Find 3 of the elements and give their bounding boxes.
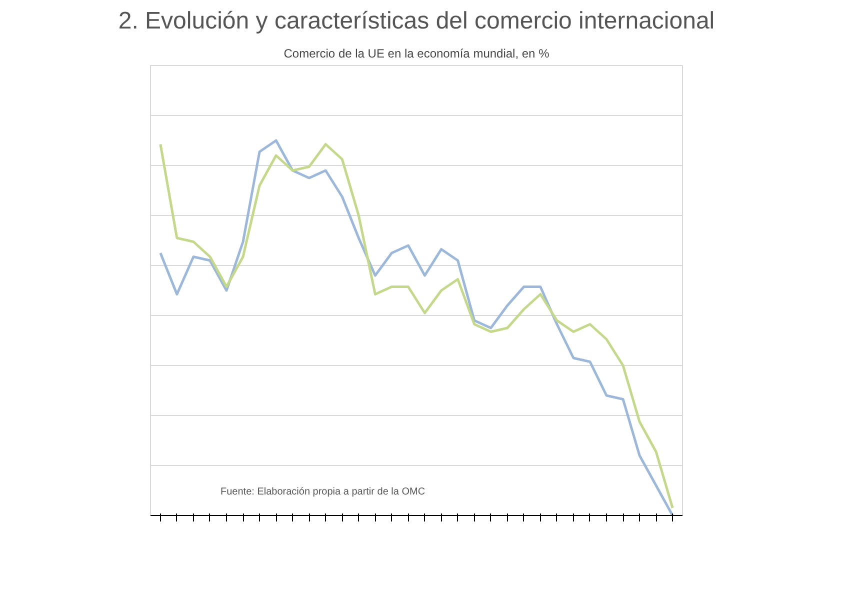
- chart-subtitle: Comercio de la UE en la economía mundial, en %: [284, 46, 550, 60]
- chart-title: 2. Evolución y características del comercio internacional: [118, 8, 715, 34]
- annotation: Fuente: Elaboración propia a partir de la OMC: [220, 486, 426, 498]
